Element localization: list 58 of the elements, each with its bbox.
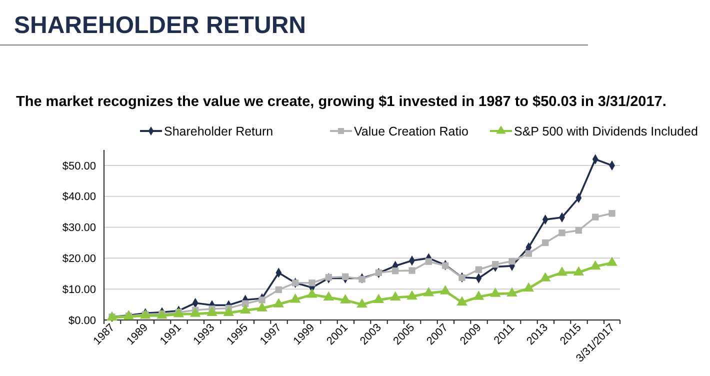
point bbox=[575, 227, 582, 234]
point bbox=[573, 266, 584, 276]
point bbox=[223, 306, 234, 316]
point bbox=[408, 267, 416, 274]
point bbox=[525, 250, 532, 257]
y-tick-label: $10.00 bbox=[62, 284, 96, 296]
point bbox=[556, 266, 568, 276]
y-tick-label: $20.00 bbox=[62, 253, 96, 266]
point bbox=[492, 261, 499, 268]
point bbox=[508, 258, 516, 265]
point bbox=[240, 304, 251, 314]
point bbox=[406, 290, 418, 300]
point bbox=[206, 306, 218, 316]
point bbox=[425, 258, 432, 265]
point bbox=[423, 286, 434, 296]
point bbox=[356, 298, 368, 308]
point bbox=[542, 239, 549, 246]
point bbox=[592, 214, 599, 220]
point bbox=[308, 280, 316, 286]
y-tick-label: $0.00 bbox=[68, 314, 96, 327]
point bbox=[358, 276, 366, 283]
point bbox=[342, 273, 349, 280]
point bbox=[325, 274, 332, 281]
point bbox=[323, 291, 334, 301]
legend-label: Value Creation Ratio bbox=[354, 124, 468, 138]
point bbox=[475, 266, 482, 273]
point bbox=[442, 262, 449, 269]
point bbox=[473, 290, 484, 300]
point bbox=[558, 229, 566, 236]
point bbox=[608, 210, 616, 217]
point bbox=[190, 308, 201, 317]
point bbox=[258, 296, 266, 304]
y-tick-label: $30.00 bbox=[62, 222, 96, 234]
point bbox=[273, 298, 284, 308]
point bbox=[456, 296, 468, 306]
point bbox=[106, 311, 118, 321]
legend-label: S&P 500 with Dividends Included bbox=[514, 124, 698, 138]
point bbox=[340, 294, 351, 304]
point bbox=[256, 302, 268, 312]
chart-subtitle: The market recognizes the value we create, growing $1 invested in 1987 to $50.03 in 3/31/2017. bbox=[16, 94, 666, 110]
point bbox=[373, 294, 384, 304]
y-tick-label: $40.00 bbox=[62, 191, 96, 204]
point bbox=[606, 256, 618, 266]
point bbox=[306, 288, 318, 298]
point bbox=[290, 293, 301, 303]
point bbox=[123, 310, 134, 320]
point bbox=[275, 286, 282, 294]
legend-label: Shareholder Return bbox=[164, 124, 274, 138]
y-tick-label: $50.00 bbox=[62, 160, 96, 172]
chart-title: SHAREHOLDER RETURN bbox=[14, 12, 306, 39]
point bbox=[440, 285, 451, 294]
point bbox=[540, 272, 551, 282]
point bbox=[506, 287, 518, 297]
point bbox=[392, 268, 399, 274]
point bbox=[590, 260, 601, 270]
point bbox=[523, 282, 534, 292]
point bbox=[390, 291, 401, 301]
point bbox=[490, 288, 501, 297]
